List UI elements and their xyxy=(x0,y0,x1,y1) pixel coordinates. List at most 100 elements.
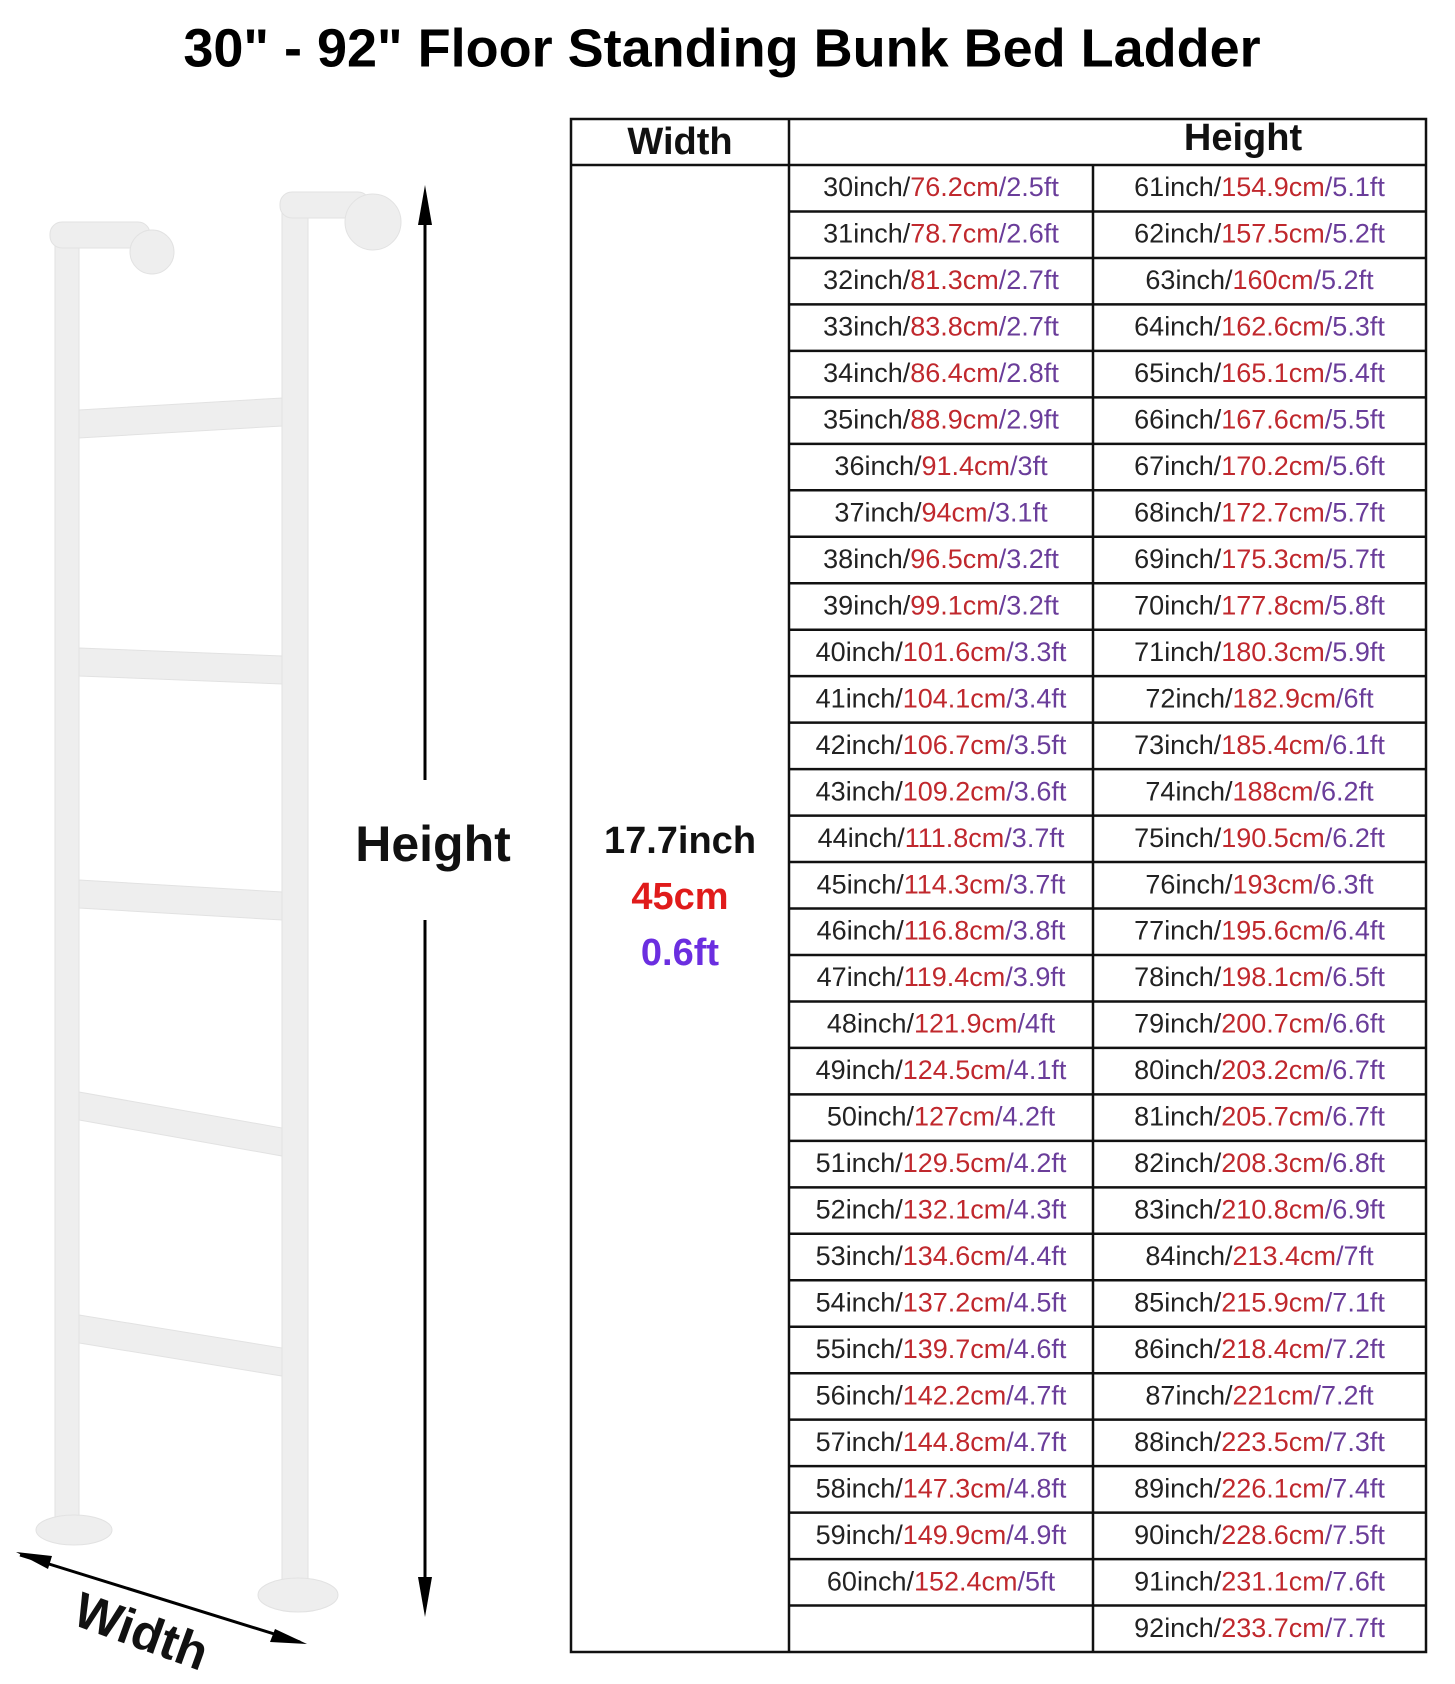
height-cell: 40inch/101.6cm/3.3ft xyxy=(816,637,1067,667)
cell-part: 180.3cm xyxy=(1221,637,1325,667)
cell-part: 55inch/ xyxy=(816,1334,904,1364)
cell-part: /2.5ft xyxy=(999,172,1060,202)
cell-part: /7.2ft xyxy=(1314,1381,1375,1411)
cell-part: /4.3ft xyxy=(1006,1195,1067,1225)
cell-part: 79inch/ xyxy=(1134,1009,1222,1039)
cell-part: 185.4cm xyxy=(1221,730,1325,760)
cell-part: 137.2cm xyxy=(903,1288,1007,1318)
cell-part: 88.9cm xyxy=(910,405,999,435)
cell-part: 215.9cm xyxy=(1221,1288,1325,1318)
cell-part: 190.5cm xyxy=(1221,823,1325,853)
height-cell: 86inch/218.4cm/7.2ft xyxy=(1134,1334,1385,1364)
cell-part: /3.7ft xyxy=(1004,823,1065,853)
cell-part: 54inch/ xyxy=(816,1288,904,1318)
cell-part: 154.9cm xyxy=(1221,172,1325,202)
height-cell: 44inch/111.8cm/3.7ft xyxy=(818,823,1065,853)
cell-part: 66inch/ xyxy=(1134,405,1222,435)
cell-part: /6.5ft xyxy=(1325,962,1386,992)
cell-part: 47inch/ xyxy=(817,962,905,992)
height-cell: 39inch/99.1cm/3.2ft xyxy=(823,591,1059,621)
cell-part: 83.8cm xyxy=(910,312,999,342)
height-cell: 32inch/81.3cm/2.7ft xyxy=(823,265,1059,295)
cell-part: /5.2ft xyxy=(1325,219,1386,249)
cell-part: /6ft xyxy=(1336,684,1374,714)
height-cell: 91inch/231.1cm/7.6ft xyxy=(1134,1566,1385,1596)
height-cell: 34inch/86.4cm/2.8ft xyxy=(823,358,1059,388)
cell-part: 42inch/ xyxy=(816,730,904,760)
cell-part: /3.9ft xyxy=(1005,962,1066,992)
height-cell: 89inch/226.1cm/7.4ft xyxy=(1134,1473,1385,1503)
cell-part: 61inch/ xyxy=(1134,172,1222,202)
cell-part: 147.3cm xyxy=(903,1473,1007,1503)
cell-part: 200.7cm xyxy=(1221,1009,1325,1039)
cell-part: 87inch/ xyxy=(1145,1381,1233,1411)
height-cell: 54inch/137.2cm/4.5ft xyxy=(816,1288,1067,1318)
height-cell: 53inch/134.6cm/4.4ft xyxy=(816,1241,1067,1271)
height-cell: 35inch/88.9cm/2.9ft xyxy=(823,405,1059,435)
cell-part: /5.2ft xyxy=(1314,265,1375,295)
cell-part: 152.4cm xyxy=(914,1566,1018,1596)
cell-part: /3.7ft xyxy=(1005,869,1066,899)
height-cell: 52inch/132.1cm/4.3ft xyxy=(816,1195,1067,1225)
cell-part: /2.8ft xyxy=(999,358,1060,388)
height-cell: 80inch/203.2cm/6.7ft xyxy=(1134,1055,1385,1085)
cell-part: 78inch/ xyxy=(1134,962,1222,992)
height-cell: 81inch/205.7cm/6.7ft xyxy=(1134,1102,1385,1132)
height-cell: 45inch/114.3cm/3.7ft xyxy=(817,869,1066,899)
height-cell: 56inch/142.2cm/4.7ft xyxy=(816,1381,1067,1411)
cell-part: 46inch/ xyxy=(817,916,905,946)
height-cell: 76inch/193cm/6.3ft xyxy=(1145,869,1374,899)
height-cell: 82inch/208.3cm/6.8ft xyxy=(1134,1148,1385,1178)
height-cell: 58inch/147.3cm/4.8ft xyxy=(816,1473,1067,1503)
cell-part: 85inch/ xyxy=(1134,1288,1222,1318)
header-cell: Height xyxy=(1184,117,1303,159)
height-label: Height xyxy=(355,816,511,872)
cell-part: 76inch/ xyxy=(1145,869,1233,899)
cell-part: /4ft xyxy=(1018,1009,1056,1039)
cell-part: 36inch/ xyxy=(834,451,922,481)
height-cell: 50inch/127cm/4.2ft xyxy=(827,1102,1056,1132)
cell-part: 99.1cm xyxy=(910,591,999,621)
cell-part: 233.7cm xyxy=(1221,1613,1325,1643)
height-cell: 63inch/160cm/5.2ft xyxy=(1145,265,1374,295)
cell-part: 67inch/ xyxy=(1134,451,1222,481)
cell-part: 170.2cm xyxy=(1221,451,1325,481)
height-cell: 83inch/210.8cm/6.9ft xyxy=(1134,1195,1385,1225)
height-cell: 69inch/175.3cm/5.7ft xyxy=(1134,544,1385,574)
cell-part: 134.6cm xyxy=(903,1241,1007,1271)
cell-part: 92inch/ xyxy=(1134,1613,1222,1643)
height-cell: 85inch/215.9cm/7.1ft xyxy=(1134,1288,1385,1318)
cell-part: /7ft xyxy=(1336,1241,1374,1271)
height-cell: 71inch/180.3cm/5.9ft xyxy=(1134,637,1385,667)
cell-part: /5.8ft xyxy=(1325,591,1386,621)
cell-part: 172.7cm xyxy=(1221,498,1325,528)
cell-part: 84inch/ xyxy=(1145,1241,1233,1271)
cell-part: /4.9ft xyxy=(1006,1520,1067,1550)
cell-part: /5.5ft xyxy=(1325,405,1386,435)
cell-part: 51inch/ xyxy=(816,1148,904,1178)
cell-part: /4.7ft xyxy=(1006,1427,1067,1457)
width-value: 45cm xyxy=(631,876,728,918)
cell-part: 72inch/ xyxy=(1145,684,1233,714)
cell-part: 37inch/ xyxy=(834,498,922,528)
cell-part: 32inch/ xyxy=(823,265,911,295)
height-cell: 51inch/129.5cm/4.2ft xyxy=(816,1148,1067,1178)
cell-part: 101.6cm xyxy=(903,637,1007,667)
cell-part: /7.5ft xyxy=(1325,1520,1386,1550)
height-cell: 87inch/221cm/7.2ft xyxy=(1145,1381,1374,1411)
cell-part: 53inch/ xyxy=(816,1241,904,1271)
cell-part: 160cm xyxy=(1232,265,1313,295)
height-cell: 68inch/172.7cm/5.7ft xyxy=(1134,498,1385,528)
cell-part: 41inch/ xyxy=(816,684,904,714)
cell-part: 44inch/ xyxy=(818,823,906,853)
cell-part: /3.2ft xyxy=(999,591,1060,621)
height-cell: 74inch/188cm/6.2ft xyxy=(1145,776,1374,806)
cell-part: 34inch/ xyxy=(823,358,911,388)
cell-part: /3.1ft xyxy=(988,498,1049,528)
cell-part: 88inch/ xyxy=(1134,1427,1222,1457)
cell-part: /7.4ft xyxy=(1325,1473,1386,1503)
cell-part: 69inch/ xyxy=(1134,544,1222,574)
cell-part: /2.9ft xyxy=(999,405,1060,435)
cell-part: 56inch/ xyxy=(816,1381,904,1411)
cell-part: 175.3cm xyxy=(1221,544,1325,574)
